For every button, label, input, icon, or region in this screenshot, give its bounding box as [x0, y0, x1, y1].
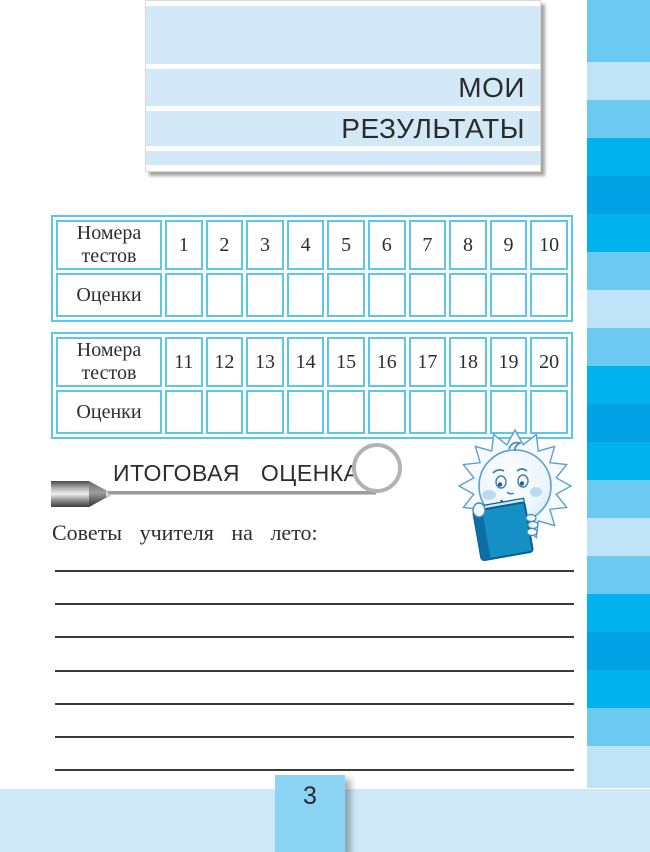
sidebar-stripe-bright — [587, 366, 650, 404]
grade-cell[interactable] — [165, 273, 203, 317]
test-number-cell: 6 — [367, 220, 406, 270]
test-number-cell: 4 — [286, 220, 325, 270]
grades-row: Оценки — [56, 390, 568, 434]
grade-cell[interactable] — [286, 273, 325, 317]
advice-label: Советы учителя на лето: — [52, 520, 318, 545]
test-number-cell: 7 — [408, 220, 447, 270]
row-header-grades: Оценки — [56, 273, 162, 317]
grade-cell[interactable] — [327, 273, 365, 317]
sidebar-stripe-deep — [587, 632, 650, 670]
test-number-cell: 16 — [367, 337, 406, 387]
sidebar-stripe-medium — [587, 0, 650, 62]
grade-cell[interactable] — [530, 273, 568, 317]
test-number-cell: 20 — [530, 337, 568, 387]
writing-line[interactable] — [55, 603, 574, 606]
sidebar-stripe-bright — [587, 138, 650, 176]
grade-cell[interactable] — [489, 390, 528, 434]
sidebar-stripe-bright — [587, 670, 650, 708]
final-grade-label: ИТОГОВАЯ ОЦЕНКА — [113, 460, 360, 486]
sidebar-stripe-bright — [587, 442, 650, 480]
test-number-cell: 18 — [449, 337, 487, 387]
grade-cell[interactable] — [530, 390, 568, 434]
grade-cell[interactable] — [367, 390, 406, 434]
sun-reader-illustration — [457, 428, 573, 562]
sidebar-stripe-bright — [587, 594, 650, 632]
test-number-cell: 12 — [205, 337, 244, 387]
grade-cell[interactable] — [489, 273, 528, 317]
grade-cell[interactable] — [246, 390, 284, 434]
sidebar-stripe-bright — [587, 214, 650, 252]
page-number: 3 — [303, 782, 317, 810]
test-numbers-row: Номера тестов 1 2 3 4 5 6 7 8 9 10 — [56, 220, 568, 270]
sidebar-stripe-pale — [587, 518, 650, 556]
sidebar-stripe-medium — [587, 328, 650, 366]
header-stripe: РЕЗУЛЬТАТЫ — [146, 111, 540, 146]
test-number-cell: 2 — [205, 220, 244, 270]
pencil-icon — [51, 481, 113, 507]
writing-line[interactable] — [55, 636, 574, 639]
grade-cell[interactable] — [449, 390, 487, 434]
sidebar-stripes — [587, 0, 650, 788]
grade-cell[interactable] — [449, 273, 487, 317]
sidebar-stripe-deep — [587, 404, 650, 442]
writing-line[interactable] — [55, 669, 574, 672]
page-title-line-2: РЕЗУЛЬТАТЫ — [341, 112, 525, 144]
grade-cell[interactable] — [408, 390, 447, 434]
test-number-cell: 10 — [530, 220, 568, 270]
grade-cell[interactable] — [205, 273, 244, 317]
grades-row: Оценки — [56, 273, 568, 317]
page-title-line-1: МОИ — [458, 71, 525, 103]
sidebar-stripe-deep — [587, 176, 650, 214]
grade-cell[interactable] — [286, 390, 325, 434]
grade-cell[interactable] — [327, 390, 365, 434]
grade-cell[interactable] — [367, 273, 406, 317]
sidebar-stripe-medium — [587, 100, 650, 138]
sidebar-stripe-medium — [587, 556, 650, 594]
writing-line[interactable] — [55, 570, 574, 572]
page-title-box: МОИ РЕЗУЛЬТАТЫ — [145, 0, 541, 172]
test-number-cell: 5 — [327, 220, 365, 270]
test-number-cell: 15 — [327, 337, 365, 387]
sidebar-stripe-pale — [587, 62, 650, 100]
sidebar-stripe-medium — [587, 252, 650, 290]
grade-cell[interactable] — [408, 273, 447, 317]
row-header-grades: Оценки — [56, 390, 162, 434]
test-number-cell: 3 — [246, 220, 284, 270]
test-number-cell: 1 — [165, 220, 203, 270]
writing-line[interactable] — [55, 769, 574, 772]
sidebar-stripe-medium — [587, 480, 650, 518]
grade-cell[interactable] — [165, 390, 203, 434]
results-table-2: Номера тестов 11 12 13 14 15 16 17 18 19… — [51, 332, 573, 439]
header-stripe — [146, 151, 540, 165]
row-header-test-numbers: Номера тестов — [56, 220, 162, 270]
row-header-test-numbers: Номера тестов — [56, 337, 162, 387]
test-number-cell: 13 — [246, 337, 284, 387]
final-grade-circle[interactable] — [352, 443, 402, 493]
sidebar-stripe-pale — [587, 746, 650, 788]
test-number-cell: 19 — [489, 337, 528, 387]
test-number-cell: 17 — [408, 337, 447, 387]
page-number-tab: 3 — [275, 775, 345, 852]
header-stripe: МОИ — [146, 69, 540, 106]
writing-line[interactable] — [55, 736, 574, 738]
grade-cell[interactable] — [246, 273, 284, 317]
test-number-cell: 8 — [449, 220, 487, 270]
test-number-cell: 11 — [165, 337, 203, 387]
test-numbers-row: Номера тестов 11 12 13 14 15 16 17 18 19… — [56, 337, 568, 387]
test-number-cell: 9 — [489, 220, 528, 270]
test-number-cell: 14 — [286, 337, 325, 387]
sidebar-stripe-medium — [587, 708, 650, 746]
grade-cell[interactable] — [205, 390, 244, 434]
sidebar-stripe-pale — [587, 290, 650, 328]
header-stripe — [146, 6, 540, 64]
writing-line[interactable] — [55, 702, 574, 705]
results-table-1: Номера тестов 1 2 3 4 5 6 7 8 9 10 Оценк… — [51, 215, 573, 322]
final-grade-rule — [108, 491, 376, 495]
